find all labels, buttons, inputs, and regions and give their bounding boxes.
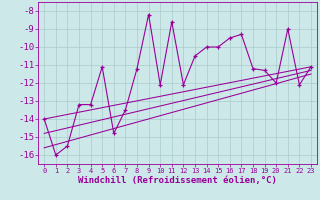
X-axis label: Windchill (Refroidissement éolien,°C): Windchill (Refroidissement éolien,°C) xyxy=(78,176,277,185)
